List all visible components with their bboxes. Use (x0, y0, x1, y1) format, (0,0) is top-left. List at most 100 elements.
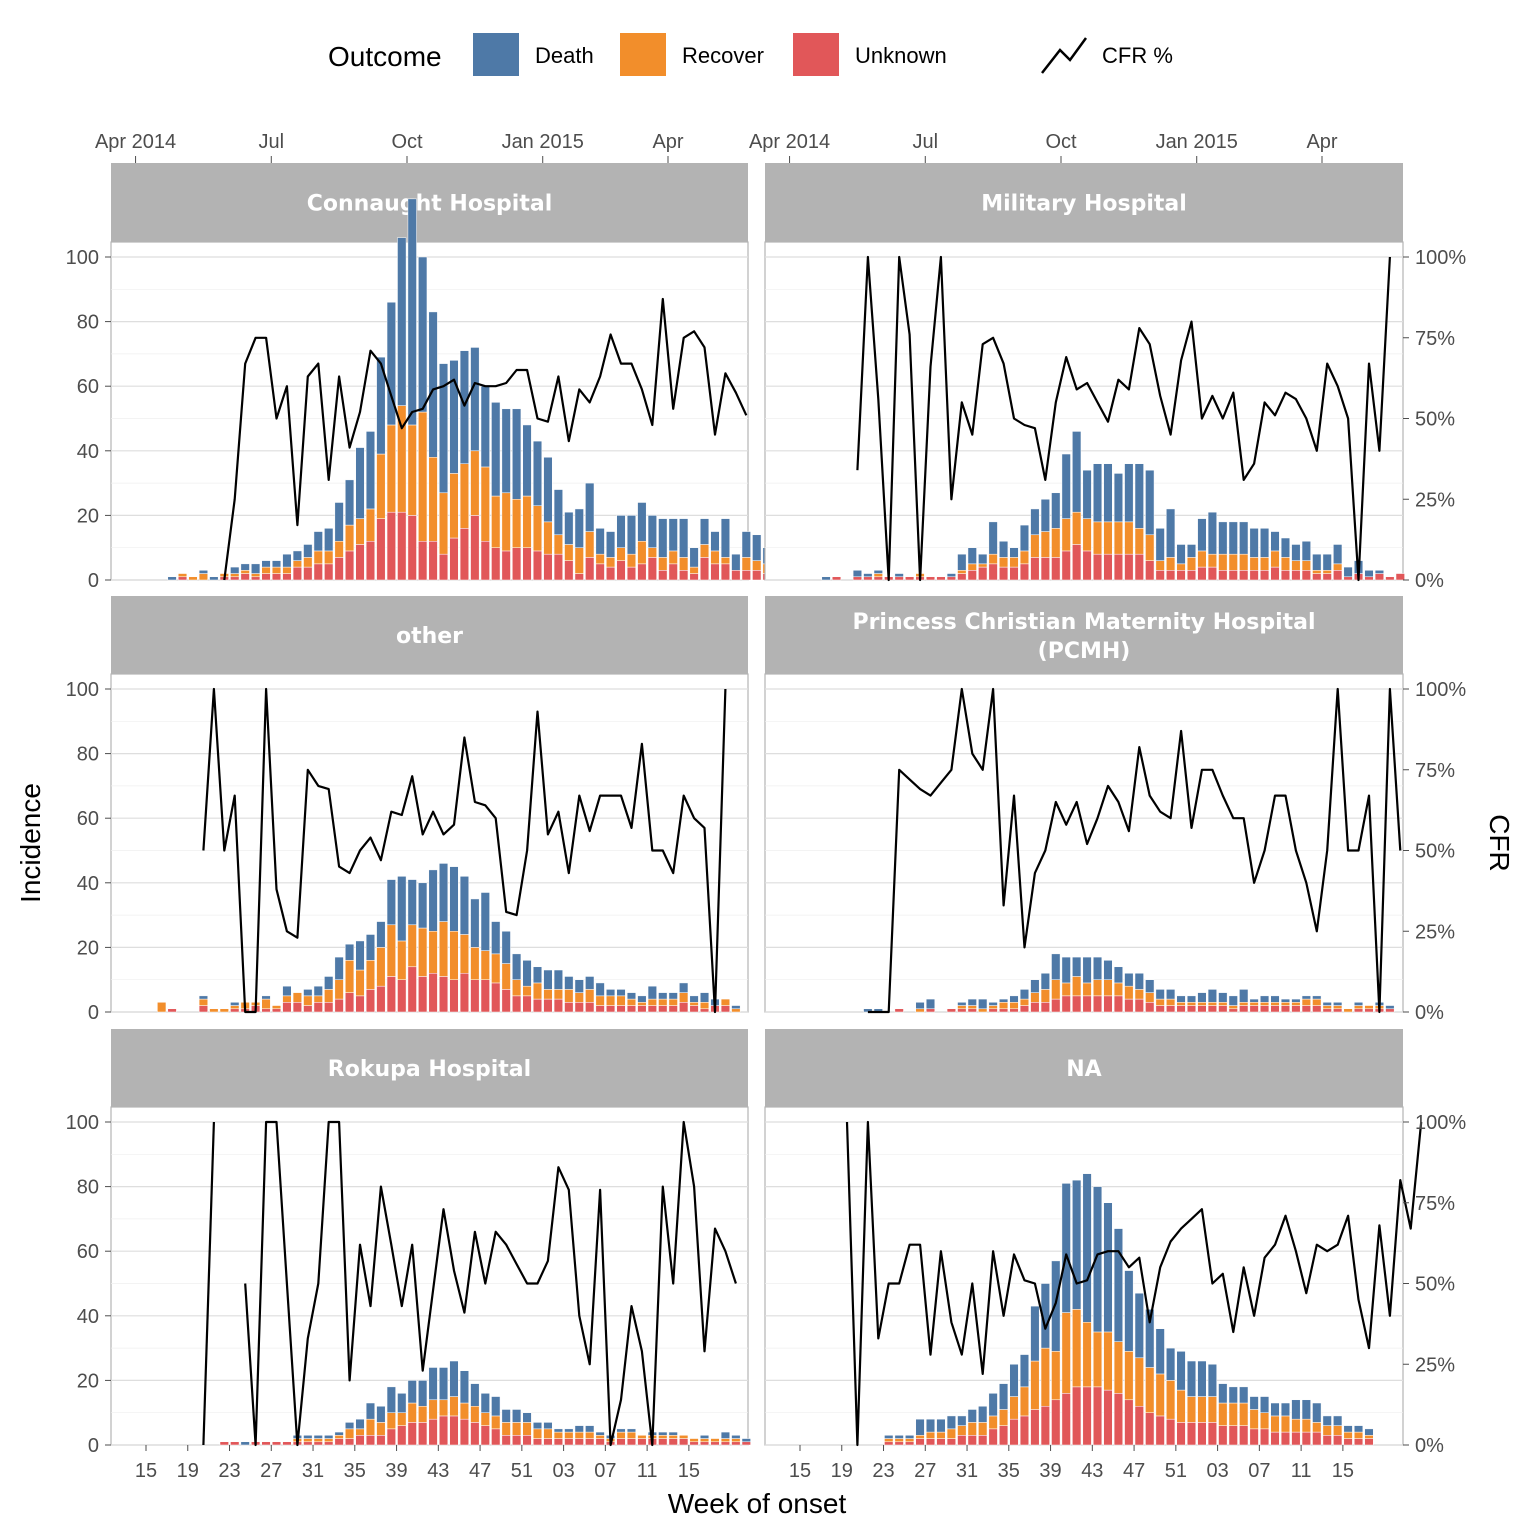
x-tick-label: 23 (872, 1460, 894, 1482)
date-tick-label: Oct (391, 131, 423, 153)
bar-death (999, 1383, 1009, 1410)
bar-death (459, 350, 469, 464)
bar-unknown (522, 547, 532, 581)
bar-recover (1260, 1002, 1270, 1006)
bar-recover (1019, 998, 1030, 1006)
bar-recover (1207, 553, 1217, 568)
bar-recover (1155, 1373, 1165, 1417)
y2-axis-title: CFR (1484, 814, 1515, 872)
bar-unknown (1322, 573, 1332, 581)
bar-recover (626, 998, 637, 1006)
bar-unknown (1291, 570, 1301, 581)
bar-unknown (699, 557, 710, 581)
y2-tick-label: 75% (1415, 1193, 1455, 1215)
bar-recover (313, 1438, 323, 1443)
bar-recover (585, 1431, 595, 1439)
bar-recover (1030, 992, 1040, 1003)
bar-unknown (1291, 1431, 1301, 1446)
y2-tick-label: 50% (1415, 409, 1455, 431)
y-tick-label: 0 (88, 570, 99, 592)
bar-unknown (418, 1422, 428, 1446)
bar-recover (198, 998, 208, 1006)
bar-recover (1092, 521, 1103, 555)
bar-recover (1322, 1005, 1332, 1010)
date-tick-label: Jul (912, 131, 938, 153)
bar-recover (553, 534, 563, 555)
bar-recover (925, 1431, 936, 1439)
bar-death (1197, 992, 1207, 1003)
x-tick-label: 07 (1248, 1460, 1270, 1482)
bar-unknown (230, 1441, 240, 1446)
y2-tick-label: 75% (1415, 328, 1455, 350)
bar-unknown (271, 1008, 282, 1013)
y-tick-label: 20 (77, 937, 99, 959)
y2-tick-label: 0% (1415, 1002, 1444, 1024)
bar-unknown (1395, 573, 1405, 581)
bar-unknown (303, 566, 313, 581)
bar-death (480, 892, 490, 951)
bar-recover (710, 550, 720, 565)
bar-unknown (177, 576, 188, 581)
bar-recover (905, 1438, 915, 1443)
y2-tick-label: 100% (1415, 1112, 1466, 1134)
x-tick-label: 47 (1123, 1460, 1145, 1482)
bar-unknown (606, 1005, 616, 1013)
bar-death (428, 1367, 438, 1401)
bar-recover (365, 508, 376, 542)
bar-recover (438, 1399, 449, 1417)
bar-unknown (925, 576, 936, 581)
bar-unknown (501, 1435, 511, 1446)
bar-recover (1291, 1002, 1301, 1006)
bar-death (720, 518, 730, 558)
bar-unknown (407, 966, 417, 1013)
bar-recover (894, 1438, 904, 1443)
bar-unknown (355, 1435, 365, 1446)
y2-tick-label: 100% (1415, 679, 1466, 701)
bar-recover (365, 960, 376, 990)
bar-unknown (616, 1438, 626, 1446)
bar-death (543, 1422, 553, 1430)
bar-recover (397, 1412, 407, 1426)
bar-death (1260, 995, 1270, 1003)
bar-death (1333, 1415, 1343, 1426)
y-tick-label: 20 (77, 505, 99, 527)
bar-recover (459, 463, 469, 529)
bar-unknown (376, 1435, 386, 1446)
bar-recover (1186, 557, 1197, 571)
bar-unknown (988, 1428, 998, 1446)
bar-recover (355, 518, 365, 545)
bar-recover (999, 557, 1009, 568)
bar-death (1092, 956, 1103, 980)
bar-recover (209, 1008, 219, 1013)
bar-death (915, 1002, 925, 1010)
bar-recover (699, 1438, 710, 1443)
bar-unknown (1176, 1422, 1186, 1446)
bar-unknown (480, 979, 490, 1013)
bar-recover (345, 960, 355, 993)
bar-recover (689, 1002, 699, 1006)
bar-unknown (1092, 1386, 1103, 1446)
bar-unknown (1082, 1386, 1092, 1446)
x-tick-label: 15 (789, 1460, 811, 1482)
bar-death (501, 931, 511, 964)
bar-unknown (915, 1438, 925, 1446)
bar-unknown (1197, 566, 1207, 581)
bar-unknown (668, 563, 678, 581)
bar-death (198, 570, 208, 574)
bar-unknown (741, 1441, 751, 1446)
bar-death (595, 1431, 605, 1436)
bar-death (585, 976, 595, 990)
bar-recover (470, 450, 480, 516)
bar-death (1364, 1428, 1374, 1436)
bar-death (1145, 1309, 1155, 1368)
bar-recover (324, 989, 334, 1003)
bar-unknown (522, 995, 532, 1013)
bar-recover (1134, 1357, 1144, 1407)
bar-unknown (741, 570, 751, 581)
bar-death (522, 960, 532, 987)
bar-death (438, 1367, 449, 1401)
bar-death (626, 515, 637, 555)
bar-unknown (1124, 1399, 1134, 1446)
bar-unknown (936, 1438, 946, 1446)
bar-death (386, 301, 396, 426)
